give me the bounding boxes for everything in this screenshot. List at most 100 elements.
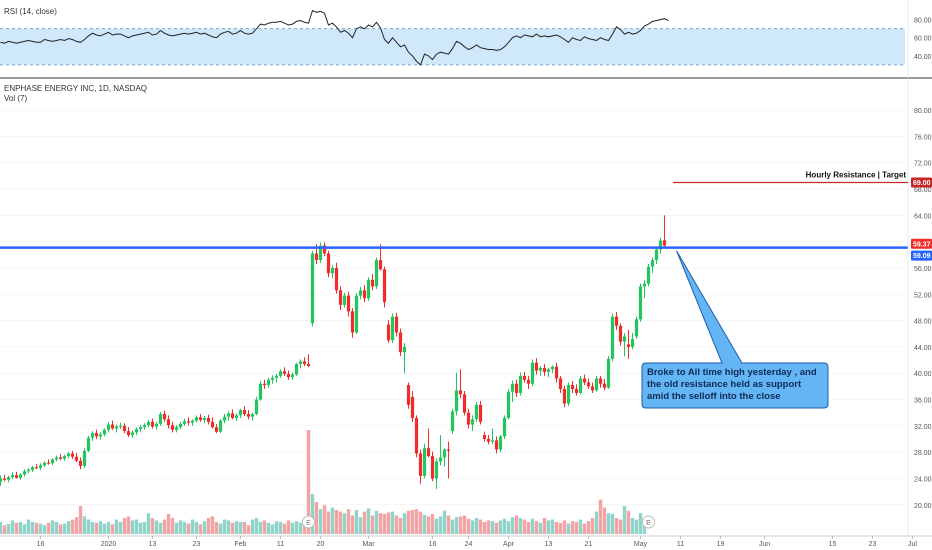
volume-bar bbox=[78, 506, 83, 534]
price-tick-label: 52.00 bbox=[914, 292, 932, 299]
volume-bar bbox=[290, 522, 295, 534]
candle-body bbox=[574, 389, 579, 393]
volume-bar bbox=[138, 522, 143, 534]
candle-body bbox=[154, 423, 159, 427]
volume-bar bbox=[314, 502, 319, 534]
volume-bar bbox=[150, 518, 155, 534]
volume-bar bbox=[210, 516, 215, 534]
candle-body bbox=[138, 427, 143, 430]
volume-bar bbox=[254, 518, 259, 534]
candle-body bbox=[282, 371, 287, 374]
candle-body bbox=[662, 240, 667, 246]
volume-bar bbox=[130, 520, 135, 534]
candle-body bbox=[654, 249, 659, 261]
target-label: Hourly Resistance | Target bbox=[806, 170, 907, 179]
volume-bar bbox=[38, 523, 43, 534]
volume-bar bbox=[546, 520, 551, 534]
volume-bar bbox=[570, 521, 575, 534]
volume-bar bbox=[106, 522, 111, 534]
volume-bar bbox=[234, 521, 239, 534]
volume-bar bbox=[378, 513, 383, 534]
volume-bar bbox=[354, 510, 359, 534]
volume-bar bbox=[426, 516, 431, 534]
volume-bar bbox=[266, 522, 271, 534]
candle-body bbox=[306, 364, 311, 366]
target-price-badge: 69.00 bbox=[911, 177, 932, 188]
volume-bar bbox=[602, 507, 607, 534]
candle-body bbox=[134, 429, 139, 433]
volume-bar bbox=[450, 519, 455, 534]
earnings-marker-label: E bbox=[646, 520, 651, 527]
rsi-line bbox=[0, 9, 669, 66]
volume-bar bbox=[550, 519, 555, 534]
candle-body bbox=[130, 432, 135, 436]
candle-body bbox=[510, 383, 515, 392]
annotation-text: Broke to All time high yesterday , and t… bbox=[647, 367, 817, 402]
volume-bar bbox=[374, 510, 379, 534]
candle-body bbox=[66, 453, 71, 457]
candle-body bbox=[94, 433, 99, 437]
price-gridlines bbox=[0, 109, 905, 506]
volume-bar bbox=[634, 519, 639, 534]
candle-body bbox=[214, 427, 219, 432]
volume-bar bbox=[98, 521, 103, 534]
candle-body bbox=[390, 316, 395, 341]
candle-body bbox=[526, 379, 531, 384]
volume-bar bbox=[142, 522, 147, 534]
volume-bar bbox=[586, 521, 591, 534]
current-badge-text: 59.37 bbox=[913, 241, 931, 248]
volume-bar bbox=[158, 522, 163, 534]
volume-bar bbox=[2, 525, 7, 534]
x-tick-label: 13 bbox=[149, 541, 157, 548]
annotation-callout[interactable]: Broke to All time high yesterday , and t… bbox=[641, 250, 829, 409]
candle-body bbox=[118, 425, 123, 427]
volume-bar bbox=[510, 517, 515, 534]
candle-body bbox=[374, 260, 379, 287]
candle-body bbox=[166, 419, 171, 426]
volume-bar bbox=[186, 523, 191, 534]
x-tick-label: 16 bbox=[429, 541, 437, 548]
candle-body bbox=[438, 457, 443, 462]
candle-body bbox=[534, 362, 539, 371]
volume-bar bbox=[94, 522, 99, 534]
price-tick-label: 20.00 bbox=[914, 503, 932, 510]
volume-bar bbox=[262, 520, 267, 534]
volume-bar bbox=[630, 518, 635, 534]
candle-body bbox=[430, 456, 435, 479]
candle-body bbox=[642, 283, 647, 287]
candle-body bbox=[602, 383, 607, 388]
candle-body bbox=[210, 421, 215, 428]
x-tick-label: 23 bbox=[869, 541, 877, 548]
candle-body bbox=[218, 420, 223, 432]
candle-body bbox=[14, 475, 19, 478]
earnings-marker-circle bbox=[642, 515, 655, 529]
volume-bar bbox=[346, 509, 351, 534]
volume-bar bbox=[298, 522, 303, 534]
volume-bar bbox=[42, 525, 47, 534]
volume-bar bbox=[258, 522, 263, 534]
candle-body bbox=[106, 424, 111, 430]
candle-body bbox=[322, 245, 327, 254]
x-tick-label: 24 bbox=[465, 541, 473, 548]
candle-body bbox=[82, 450, 87, 466]
candle-body bbox=[10, 475, 15, 478]
candle-body bbox=[62, 456, 67, 459]
candle-body bbox=[570, 385, 575, 390]
candle-body bbox=[450, 411, 455, 432]
volume-bar bbox=[30, 522, 35, 534]
volume-bar bbox=[502, 518, 507, 534]
volume-bar bbox=[434, 518, 439, 534]
candle-body bbox=[366, 279, 371, 299]
candle-body bbox=[466, 412, 471, 425]
volume-bar bbox=[278, 522, 283, 534]
volume-bar bbox=[66, 521, 71, 534]
volume-bar bbox=[418, 511, 423, 534]
volume-bar bbox=[538, 522, 543, 534]
volume-bar bbox=[114, 519, 119, 534]
price-tick-label: 56.00 bbox=[914, 266, 932, 273]
price-badges: 69.00 59.37 59.09 bbox=[911, 177, 932, 261]
candle-body bbox=[594, 378, 599, 391]
volume-bar bbox=[238, 522, 243, 534]
candle-body bbox=[126, 431, 131, 436]
